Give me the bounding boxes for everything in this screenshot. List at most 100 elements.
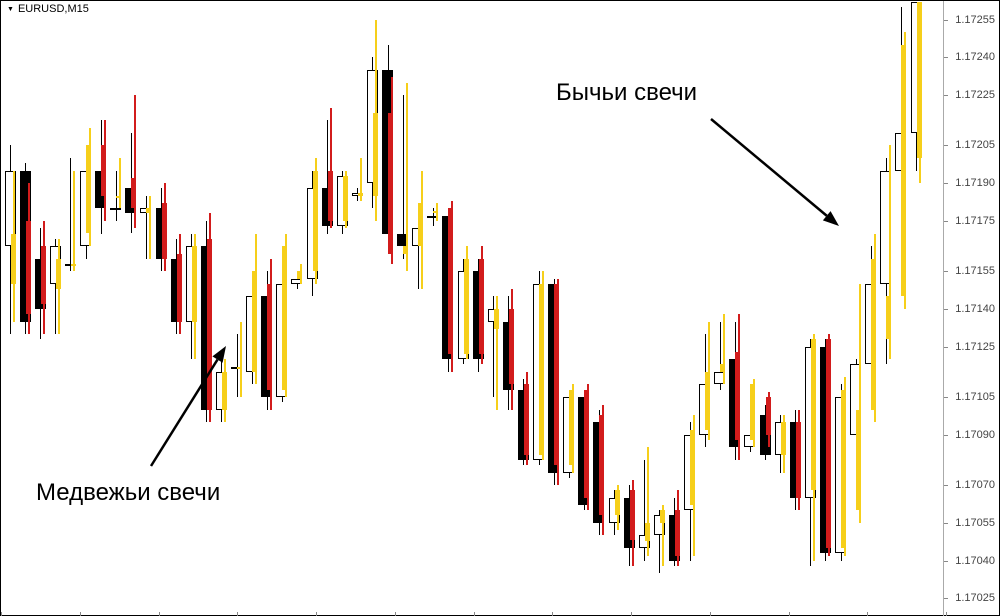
overlay-body [781,422,786,455]
y-tick-label: 1.17255 [955,14,995,26]
overlay-body [131,178,136,208]
y-tick-label: 1.17155 [955,265,995,277]
overlay-body [645,523,650,541]
overlay-body [26,221,31,314]
x-tick [789,612,790,616]
overlay-body [841,390,846,549]
overlay-body [509,309,514,384]
overlay-body [615,490,620,515]
overlay-body [448,208,453,354]
y-tick-label: 1.17055 [955,517,995,529]
overlay-body [207,239,212,410]
y-tick-label: 1.17140 [955,303,995,315]
overlay-body [524,384,529,454]
overlay-body [71,264,76,266]
overlay-body [252,271,257,372]
overlay-body [373,113,378,196]
y-tick-label: 1.17240 [955,51,995,63]
overlay-body [146,208,151,213]
candle-wick [70,158,71,271]
overlay-body [494,309,499,329]
overlay-body [297,271,302,279]
y-tick-label: 1.17025 [955,592,995,604]
overlay-wick [119,158,121,208]
overlay-body [41,246,46,304]
y-tick-label: 1.17175 [955,215,995,227]
x-tick [1,612,2,616]
overlay-wick [240,322,242,397]
x-tick [474,612,475,616]
overlay-body [479,259,484,355]
y-tick-label: 1.17040 [955,555,995,567]
overlay-body [313,171,318,272]
overlay-body [569,390,574,465]
overlay-body [599,415,604,516]
overlay-body [901,45,906,297]
overlay-body [282,246,287,389]
x-tick [159,612,160,616]
overlay-body [856,410,861,511]
y-axis: 1.170251.170401.170551.170701.170901.171… [943,1,999,616]
chevron-down-icon[interactable]: ▼ [7,6,14,13]
overlay-wick [406,83,408,272]
overlay-body [237,367,242,370]
x-tick [710,612,711,616]
overlay-body [177,254,182,322]
overlay-body [705,372,710,430]
overlay-body [101,145,106,195]
overlay-body [690,430,695,505]
overlay-body [11,234,16,284]
chart-root: ▼ EURUSD,M15 Бычьи свечи Медвежьи свечи 1.… [0,0,1000,616]
x-tick [80,612,81,616]
overlay-body [735,352,740,440]
overlay-wick [723,314,725,384]
overlay-body [554,284,559,465]
overlay-body [418,203,423,246]
overlay-body [56,259,61,289]
x-tick [867,612,868,616]
annotation-label: Бычьи свечи [556,79,697,107]
overlay-body [796,422,801,497]
x-tick [237,612,238,616]
candle-wick [237,334,238,397]
symbol-text: EURUSD,M15 [18,3,89,15]
overlay-body [464,259,469,355]
overlay-body [811,339,816,490]
overlay-body [750,384,755,439]
x-tick [552,612,553,616]
overlay-body [433,211,438,214]
plot-area[interactable]: Бычьи свечи Медвежьи свечи [1,1,946,616]
overlay-body [886,296,891,339]
overlay-body [630,490,635,540]
candle-wick [146,196,147,259]
y-tick-label: 1.17125 [955,341,995,353]
x-tick [395,612,396,616]
overlay-body [116,196,121,198]
overlay-body [720,364,725,372]
overlay-body [766,397,771,435]
y-tick-label: 1.17225 [955,89,995,101]
overlay-body [675,510,680,555]
y-tick-label: 1.17090 [955,429,995,441]
overlay-body [917,2,922,158]
overlay-wick [134,95,136,228]
overlay-body [328,171,333,221]
overlay-body [871,259,876,410]
overlay-body [222,372,227,410]
overlay-body [267,284,272,390]
symbol-label: ▼ EURUSD,M15 [7,3,89,15]
overlay-body [343,176,348,221]
overlay-body [86,145,91,233]
overlay-body [826,339,831,548]
overlay-body [539,284,544,455]
overlay-body [403,246,408,254]
overlay-body [660,510,665,523]
candle-body[interactable] [110,208,121,210]
overlay-body [192,246,197,321]
y-tick-label: 1.17190 [955,177,995,189]
annotation-label: Медвежьи свечи [36,479,220,507]
overlay-body [388,113,393,254]
overlay-body [358,193,363,196]
overlay-wick [149,196,151,259]
y-tick-label: 1.17205 [955,139,995,151]
